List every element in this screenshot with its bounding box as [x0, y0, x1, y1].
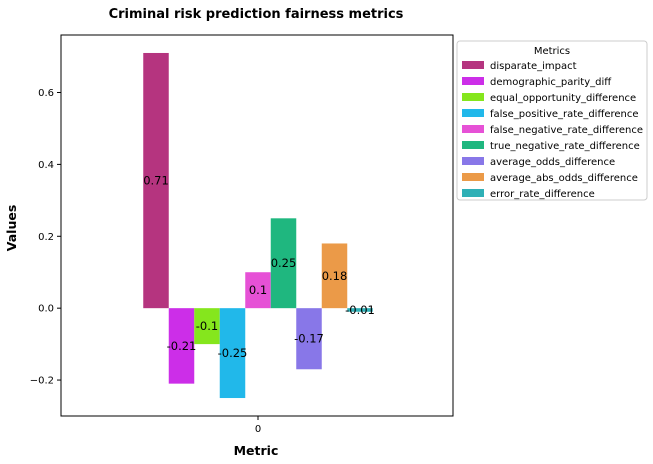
bar-disparate-impact — [143, 52, 169, 309]
y-tick-label: 0.2 — [38, 232, 54, 243]
legend-label: disparate_impact — [490, 61, 577, 72]
legend-box — [456, 40, 648, 201]
bar-average-odds-difference — [296, 308, 322, 370]
legend-swatch — [462, 125, 484, 133]
y-axis-ticks: −0.2 0.0 0.2 0.4 0.6 — [30, 88, 61, 387]
y-tick-label: 0.0 — [38, 304, 54, 315]
legend-label: true_negative_rate_difference — [490, 141, 640, 152]
legend-label: demographic_parity_diff — [490, 77, 612, 88]
y-tick-label: −0.2 — [30, 376, 54, 387]
bar-average-abs-odds-difference — [321, 243, 348, 309]
legend-items: disparate_impact demographic_parity_diffe… — [462, 61, 643, 200]
y-tick-label: 0.6 — [38, 88, 54, 99]
legend-label: false_negative_rate_difference — [490, 125, 643, 136]
legend-label: average_abs_odds_difference — [490, 173, 638, 184]
x-axis-label: Metric — [234, 443, 279, 458]
bar-false-negative-rate-difference — [245, 272, 271, 309]
data-label: 0.71 — [143, 174, 169, 188]
legend-swatch — [462, 173, 484, 181]
bar-true-negative-rate-difference — [270, 218, 297, 309]
chart-title: Criminal risk prediction fairness metric… — [109, 7, 404, 22]
legend-swatch — [462, 189, 484, 197]
legend-swatch — [462, 157, 484, 165]
bar-error-rate-difference — [347, 308, 373, 312]
data-label: 0.25 — [271, 256, 297, 270]
data-label: -0.17 — [294, 332, 324, 346]
x-axis-ticks: 0 — [255, 416, 261, 435]
legend-label: false_positive_rate_difference — [490, 109, 639, 120]
data-label: 0.18 — [322, 269, 348, 283]
legend-swatch — [462, 141, 484, 149]
data-label: -0.01 — [345, 303, 375, 317]
data-label: -0.25 — [218, 346, 248, 360]
legend-swatch — [462, 77, 484, 85]
legend-label: equal_opportunity_difference — [490, 93, 636, 104]
legend-swatch — [462, 93, 484, 101]
bar-equal-opportunity-difference — [194, 308, 220, 345]
data-labels: 0.71 -0.21 -0.1-0.25 0.1 0.25 -0.17 0.18 -0.01 — [143, 174, 375, 361]
legend-label: average_odds_difference — [490, 157, 615, 168]
data-label: -0.1 — [196, 319, 218, 333]
legend-label: error_rate_difference — [490, 189, 595, 200]
bars-group — [143, 52, 373, 399]
legend-swatch — [462, 61, 484, 69]
data-label: -0.21 — [167, 339, 197, 353]
bar-demographic-parity-diff — [168, 308, 195, 384]
y-axis-label: Values — [4, 205, 19, 252]
bar-false-positive-rate-difference — [219, 308, 246, 399]
data-label: 0.1 — [249, 283, 267, 297]
legend: Metrics disparate_impact demographic_pari… — [456, 40, 648, 201]
x-tick-label: 0 — [255, 424, 261, 435]
plot-frame — [60, 34, 454, 417]
legend-title: Metrics — [534, 46, 570, 57]
legend-swatch — [462, 109, 484, 117]
y-tick-label: 0.4 — [38, 160, 54, 171]
